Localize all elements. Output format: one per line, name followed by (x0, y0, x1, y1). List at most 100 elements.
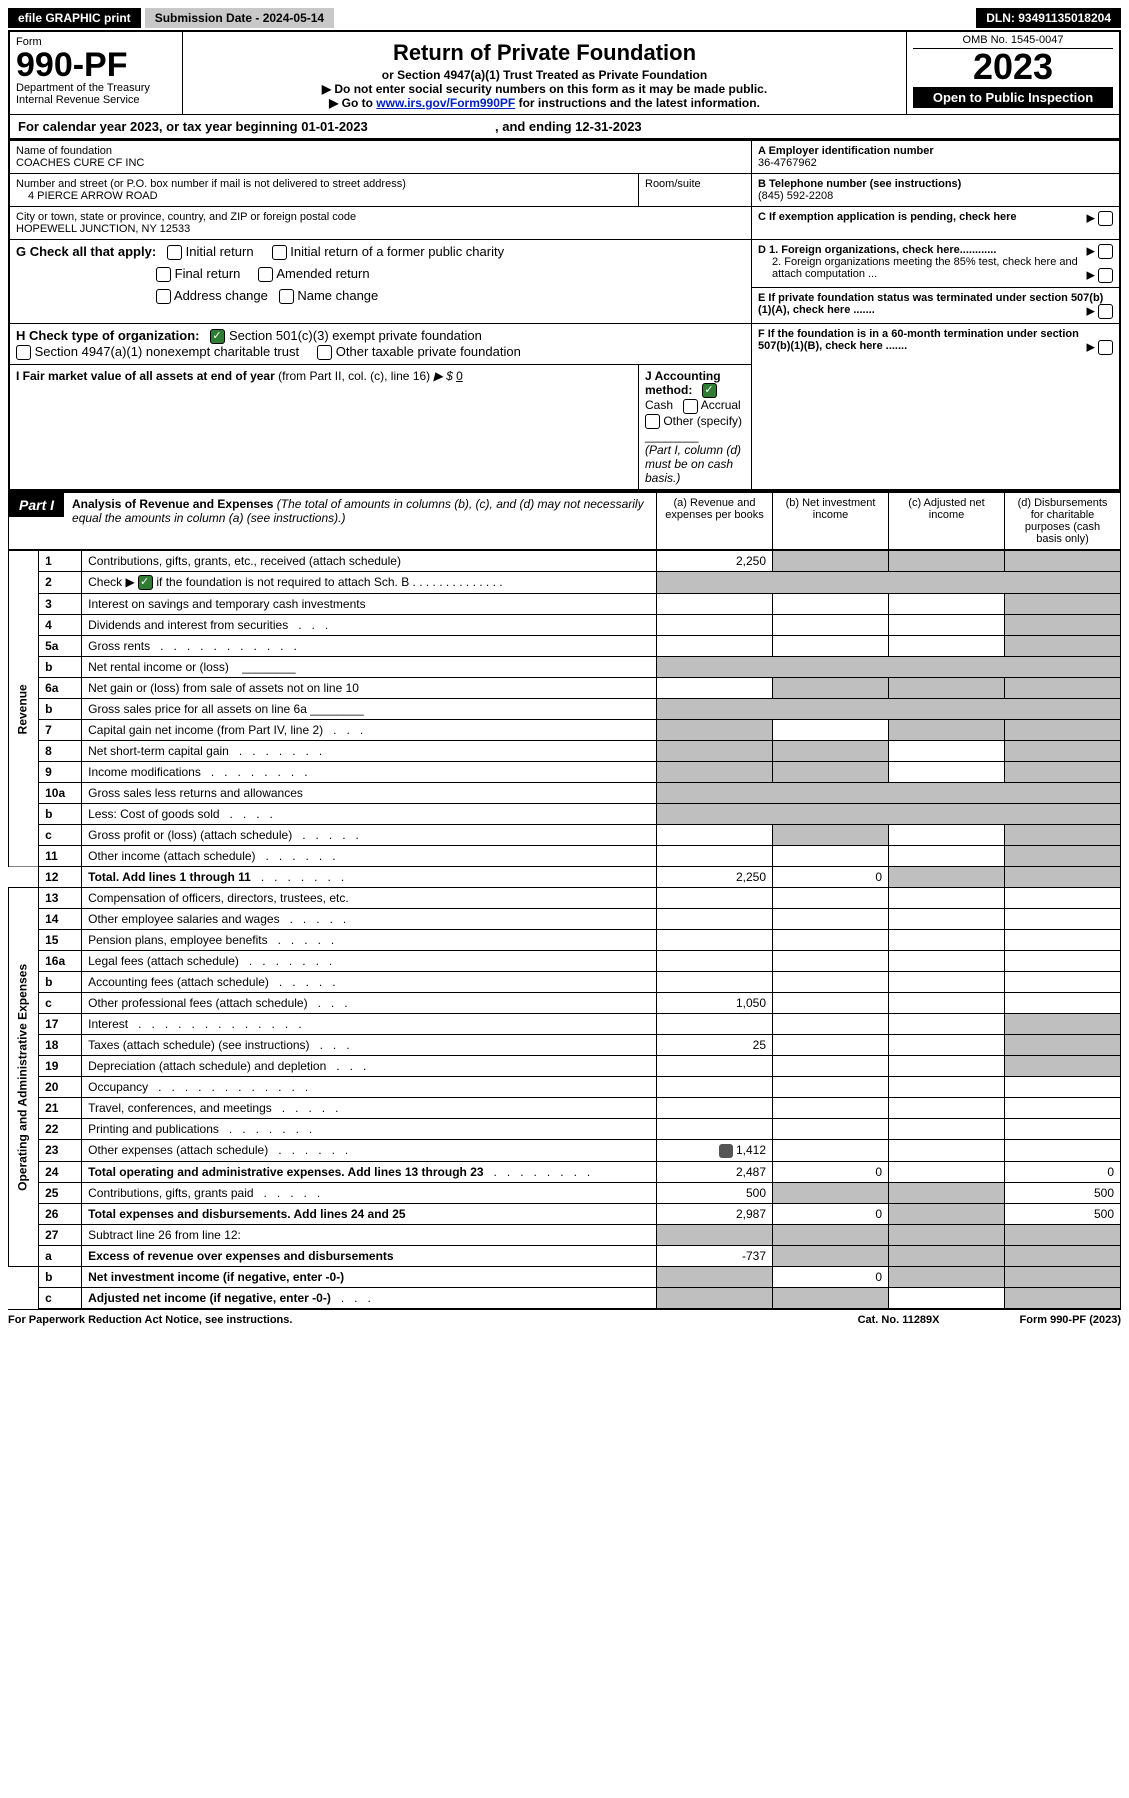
i-from: (from Part II, col. (c), line 16) (278, 369, 430, 383)
line-20: Occupancy . . . . . . . . . . . . (82, 1077, 657, 1098)
line-10c: Gross profit or (loss) (attach schedule)… (82, 825, 657, 846)
line-1: Contributions, gifts, grants, etc., rece… (82, 551, 657, 572)
line-14: Other employee salaries and wages . . . … (82, 909, 657, 930)
expenses-label: Operating and Administrative Expenses (9, 888, 39, 1267)
initial-return-checkbox[interactable] (167, 245, 182, 260)
line-26: Total expenses and disbursements. Add li… (82, 1204, 657, 1225)
submission-date: Submission Date - 2024-05-14 (145, 8, 334, 28)
open-inspection: Open to Public Inspection (913, 87, 1113, 108)
final-return-checkbox[interactable] (156, 267, 171, 282)
amended-return-checkbox[interactable] (258, 267, 273, 282)
col-d-header: (d) Disbursements for charitable purpose… (1004, 493, 1120, 549)
line-16c: Other professional fees (attach schedule… (82, 993, 657, 1014)
city-label: City or town, state or province, country… (16, 211, 745, 223)
foundation-name: COACHES CURE CF INC (16, 157, 745, 169)
part1-title: Analysis of Revenue and Expenses (72, 497, 273, 511)
line-3: Interest on savings and temporary cash i… (82, 594, 657, 615)
line-18: Taxes (attach schedule) (see instruction… (82, 1035, 657, 1056)
line-27c: Adjusted net income (if negative, enter … (82, 1288, 657, 1309)
col-a-header: (a) Revenue and expenses per books (656, 493, 772, 549)
notice-link: ▶ Go to www.irs.gov/Form990PF for instru… (189, 96, 900, 110)
other-taxable-checkbox[interactable] (317, 345, 332, 360)
line-2: Check ▶ if the foundation is not require… (82, 572, 657, 594)
line-10b: Less: Cost of goods sold . . . . (82, 804, 657, 825)
part1-table: Revenue 1Contributions, gifts, grants, e… (8, 550, 1121, 1309)
efile-label: efile GRAPHIC print (8, 8, 141, 28)
line-6a: Net gain or (loss) from sale of assets n… (82, 678, 657, 699)
fmv-value: 0 (456, 369, 463, 383)
i-label: I Fair market value of all assets at end… (16, 369, 278, 383)
form-subtitle: or Section 4947(a)(1) Trust Treated as P… (189, 68, 900, 82)
schb-checkbox[interactable] (138, 575, 153, 590)
4947-checkbox[interactable] (16, 345, 31, 360)
line-27b: Net investment income (if negative, ente… (82, 1267, 657, 1288)
city-state-zip: HOPEWELL JUNCTION, NY 12533 (16, 223, 745, 235)
line-5a: Gross rents . . . . . . . . . . . (82, 636, 657, 657)
line-4: Dividends and interest from securities .… (82, 615, 657, 636)
f-checkbox[interactable] (1098, 340, 1113, 355)
irs: Internal Revenue Service (16, 94, 176, 106)
other-method-checkbox[interactable] (645, 414, 660, 429)
d1-checkbox[interactable] (1098, 244, 1113, 259)
calendar-year-row: For calendar year 2023, or tax year begi… (9, 115, 1120, 140)
initial-former-checkbox[interactable] (272, 245, 287, 260)
line-10a: Gross sales less returns and allowances (82, 783, 657, 804)
c-checkbox[interactable] (1098, 211, 1113, 226)
ein: 36-4767962 (758, 157, 1113, 169)
c-label: C If exemption application is pending, c… (758, 211, 1017, 223)
line-27a: Excess of revenue over expenses and disb… (82, 1246, 657, 1267)
accrual-checkbox[interactable] (683, 399, 698, 414)
f-label: F If the foundation is in a 60-month ter… (758, 328, 1079, 352)
notice-ssn: ▶ Do not enter social security numbers o… (189, 82, 900, 96)
irs-link[interactable]: www.irs.gov/Form990PF (376, 96, 515, 110)
line-27: Subtract line 26 from line 12: (82, 1225, 657, 1246)
part1-label: Part I (9, 493, 64, 517)
addr-label: Number and street (or P.O. box number if… (16, 178, 632, 190)
line-13: Compensation of officers, directors, tru… (82, 888, 657, 909)
line-25: Contributions, gifts, grants paid . . . … (82, 1183, 657, 1204)
dept: Department of the Treasury (16, 82, 176, 94)
line-22: Printing and publications . . . . . . . (82, 1119, 657, 1140)
street-address: 4 PIERCE ARROW ROAD (16, 190, 632, 202)
d2-checkbox[interactable] (1098, 268, 1113, 283)
line-15: Pension plans, employee benefits . . . .… (82, 930, 657, 951)
address-change-checkbox[interactable] (156, 289, 171, 304)
line-9: Income modifications . . . . . . . . (82, 762, 657, 783)
revenue-label: Revenue (9, 551, 39, 867)
page-footer: For Paperwork Reduction Act Notice, see … (8, 1309, 1121, 1330)
name-change-checkbox[interactable] (279, 289, 294, 304)
col-c-header: (c) Adjusted net income (888, 493, 1004, 549)
telephone: (845) 592-2208 (758, 190, 1113, 202)
form-number: 990-PF (16, 48, 176, 82)
col-b-header: (b) Net investment income (772, 493, 888, 549)
line-16a: Legal fees (attach schedule) . . . . . .… (82, 951, 657, 972)
line-7: Capital gain net income (from Part IV, l… (82, 720, 657, 741)
line-12: Total. Add lines 1 through 11 . . . . . … (82, 867, 657, 888)
footer-form: Form 990-PF (2023) (1020, 1314, 1121, 1326)
line-6b: Gross sales price for all assets on line… (82, 699, 657, 720)
line-8: Net short-term capital gain . . . . . . … (82, 741, 657, 762)
attach-icon[interactable] (719, 1144, 733, 1158)
form-header: Form 990-PF Department of the Treasury I… (8, 30, 1121, 140)
form-title: Return of Private Foundation (189, 40, 900, 66)
line-19: Depreciation (attach schedule) and deple… (82, 1056, 657, 1077)
d2-label: 2. Foreign organizations meeting the 85%… (772, 256, 1078, 280)
room-label: Room/suite (645, 178, 745, 190)
d1-label: D 1. Foreign organizations, check here..… (758, 244, 996, 256)
line-24: Total operating and administrative expen… (82, 1162, 657, 1183)
tel-label: B Telephone number (see instructions) (758, 178, 1113, 190)
501c3-checkbox[interactable] (210, 329, 225, 344)
name-label: Name of foundation (16, 145, 745, 157)
e-checkbox[interactable] (1098, 304, 1113, 319)
j-note: (Part I, column (d) must be on cash basi… (645, 443, 741, 485)
top-bar: efile GRAPHIC print Submission Date - 20… (8, 8, 1121, 28)
line-17: Interest . . . . . . . . . . . . . (82, 1014, 657, 1035)
line-16b: Accounting fees (attach schedule) . . . … (82, 972, 657, 993)
line-21: Travel, conferences, and meetings . . . … (82, 1098, 657, 1119)
e-label: E If private foundation status was termi… (758, 292, 1103, 316)
h-label: H Check type of organization: (16, 328, 199, 343)
entity-info: Name of foundation COACHES CURE CF INC A… (8, 140, 1121, 491)
g-label: G Check all that apply: (16, 244, 156, 259)
footer-left: For Paperwork Reduction Act Notice, see … (8, 1314, 292, 1326)
cash-checkbox[interactable] (702, 383, 717, 398)
